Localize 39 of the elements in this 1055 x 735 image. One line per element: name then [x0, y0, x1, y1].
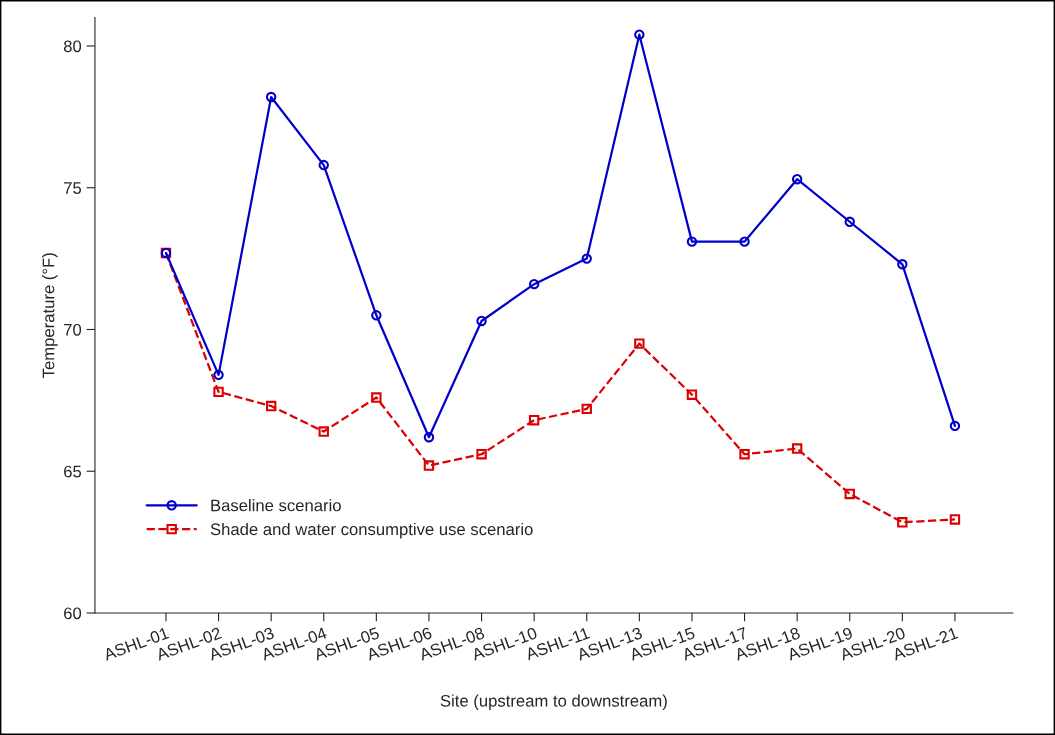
point [371, 392, 382, 403]
point [581, 253, 592, 264]
point [213, 369, 224, 381]
point [844, 216, 855, 227]
point [897, 517, 908, 528]
point [423, 432, 435, 443]
point [791, 443, 803, 454]
point [213, 386, 224, 398]
point [318, 426, 329, 437]
point [949, 420, 961, 432]
y-tick-label: 60 [64, 607, 82, 620]
y-tick-label: 80 [63, 40, 82, 53]
point [476, 449, 487, 460]
point [265, 400, 277, 412]
point [686, 389, 698, 400]
point [897, 259, 908, 270]
point [423, 460, 435, 471]
point [791, 174, 803, 185]
legend-label: Shade and water consumptive use scenario [210, 522, 533, 539]
point [686, 236, 698, 247]
point [371, 310, 382, 321]
x-axis-title: Site (upstream to downstream) [440, 694, 667, 711]
y-tick-label: 65 [64, 465, 82, 478]
point [634, 338, 645, 349]
point [949, 514, 961, 525]
point [634, 29, 645, 40]
point [739, 449, 750, 460]
point [265, 91, 277, 103]
point [528, 278, 540, 290]
y-axis-title: Temperature (°F) [42, 253, 58, 378]
point [476, 315, 487, 327]
point [739, 236, 750, 247]
y-tick-label: 70 [64, 323, 82, 336]
legend-label: Baseline scenario [211, 499, 341, 512]
point [528, 415, 540, 426]
point [581, 403, 592, 415]
y-tick-label: 75 [64, 182, 82, 194]
point [318, 159, 329, 171]
point [844, 488, 855, 500]
